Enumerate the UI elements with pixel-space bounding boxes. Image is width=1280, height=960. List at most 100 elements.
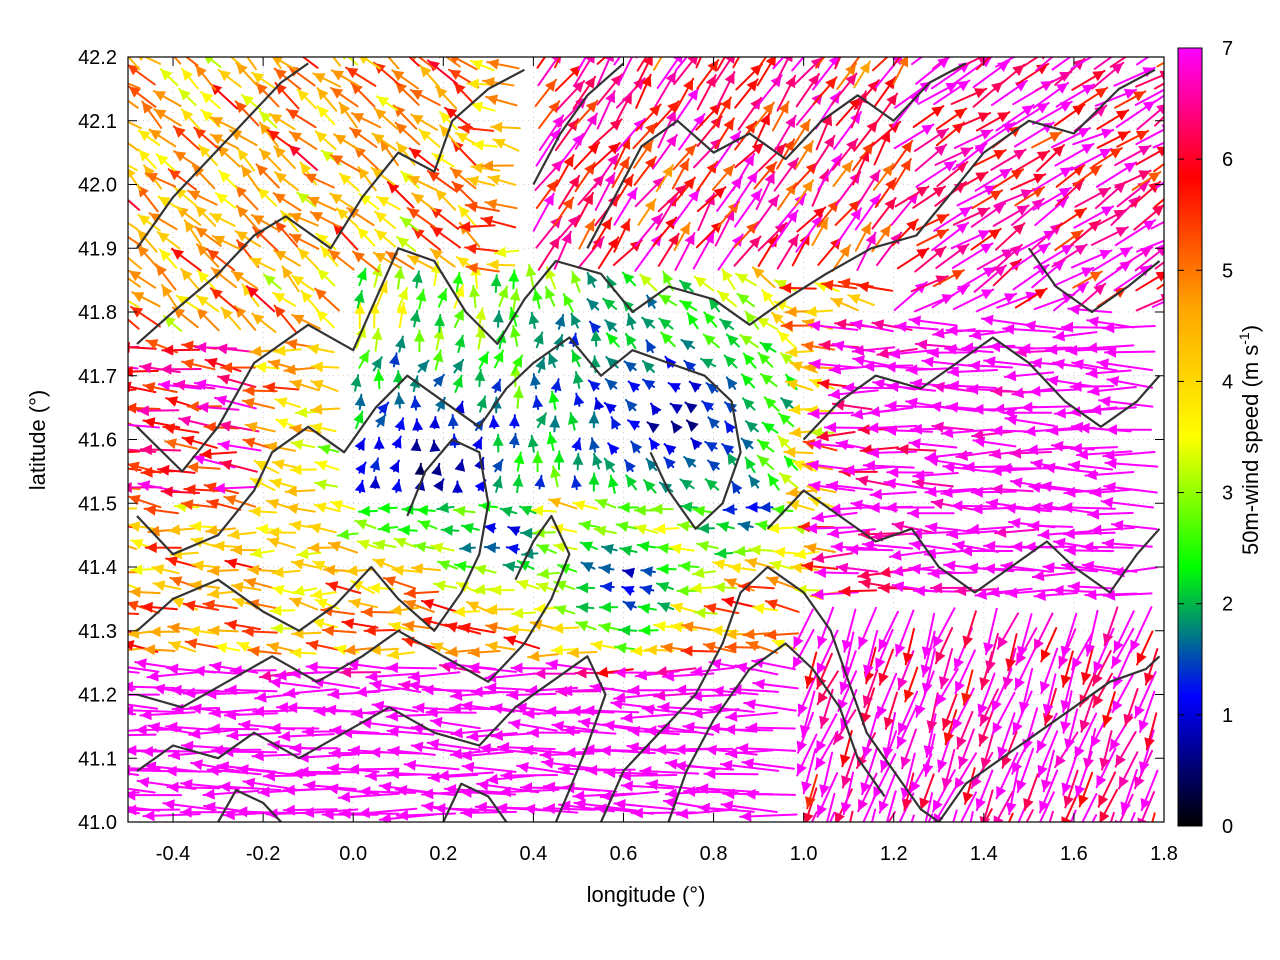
wind-arrow bbox=[589, 437, 600, 453]
wind-arrow bbox=[608, 474, 619, 494]
wind-arrow bbox=[206, 765, 262, 776]
wind-arrow bbox=[645, 457, 658, 472]
wind-arrow bbox=[598, 601, 619, 613]
wind-arrow bbox=[433, 803, 499, 814]
wind-arrow bbox=[776, 233, 800, 270]
wind-arrow bbox=[1023, 773, 1039, 812]
wind-arrow bbox=[262, 273, 282, 290]
wind-arrow bbox=[921, 356, 973, 368]
wind-arrow bbox=[128, 507, 138, 510]
wind-arrow bbox=[508, 432, 520, 449]
wind-arrow bbox=[385, 662, 437, 674]
wind-arrow bbox=[148, 626, 181, 638]
wind-arrow bbox=[128, 276, 141, 288]
wind-arrow bbox=[327, 541, 359, 554]
wind-arrow bbox=[627, 419, 641, 431]
wind-arrow bbox=[128, 666, 160, 673]
wind-arrow bbox=[454, 334, 466, 353]
wind-arrow bbox=[946, 366, 999, 378]
wind-arrow bbox=[763, 396, 780, 412]
wind-arrow bbox=[573, 392, 585, 407]
wind-arrow bbox=[613, 136, 631, 171]
wind-arrow bbox=[953, 171, 989, 192]
wind-arrow bbox=[754, 520, 777, 531]
wind-arrow bbox=[1027, 520, 1074, 532]
wind-arrow bbox=[408, 147, 440, 171]
wind-arrow bbox=[672, 143, 697, 171]
wind-arrow bbox=[320, 245, 339, 267]
wind-arrow bbox=[365, 671, 418, 682]
wind-arrow bbox=[516, 762, 575, 776]
wind-arrow bbox=[851, 141, 875, 172]
wind-arrow bbox=[325, 581, 362, 594]
wind-arrow bbox=[445, 646, 479, 658]
wind-arrow bbox=[128, 235, 143, 247]
wind-arrow bbox=[633, 524, 659, 535]
wind-arrow bbox=[952, 809, 958, 822]
wind-arrow bbox=[975, 769, 994, 812]
wind-arrow bbox=[910, 275, 949, 293]
wind-arrow bbox=[714, 547, 734, 559]
wind-arrow bbox=[229, 665, 277, 677]
wind-arrow bbox=[723, 354, 738, 369]
wind-arrow bbox=[314, 479, 339, 491]
wind-arrow bbox=[979, 688, 999, 727]
wind-arrow bbox=[175, 294, 200, 311]
wind-arrow bbox=[230, 544, 261, 556]
wind-arrow bbox=[952, 207, 991, 226]
wind-arrow bbox=[142, 644, 176, 656]
wind-arrow bbox=[335, 207, 359, 228]
wind-arrow bbox=[458, 622, 496, 634]
wind-arrow bbox=[1113, 610, 1135, 654]
wind-arrow bbox=[152, 580, 182, 592]
wind-arrow bbox=[669, 543, 695, 555]
wind-arrow bbox=[461, 761, 517, 773]
wind-arrow bbox=[1033, 612, 1054, 652]
wind-arrow bbox=[369, 457, 380, 472]
wind-arrow bbox=[745, 501, 760, 513]
wind-arrow bbox=[1074, 187, 1112, 208]
wind-arrow bbox=[667, 382, 681, 393]
wind-arrow bbox=[733, 545, 756, 557]
wind-arrow bbox=[679, 279, 694, 293]
wind-arrow bbox=[516, 560, 535, 571]
wind-arrow bbox=[685, 419, 699, 432]
wind-arrow bbox=[472, 436, 483, 450]
wind-arrow bbox=[842, 382, 894, 394]
wind-arrow bbox=[906, 507, 955, 519]
wind-arrow bbox=[388, 621, 415, 633]
wind-arrow bbox=[329, 725, 380, 737]
colorbar-tick-label: 5 bbox=[1222, 260, 1233, 282]
wind-arrow bbox=[962, 461, 1013, 473]
wind-arrow bbox=[753, 161, 778, 190]
wind-arrow bbox=[791, 629, 815, 670]
wind-arrow bbox=[1137, 791, 1155, 822]
y-tick-label: 41.6 bbox=[78, 430, 117, 452]
wind-arrow bbox=[908, 563, 957, 575]
wind-arrow bbox=[474, 368, 486, 388]
wind-arrow bbox=[289, 464, 317, 476]
wind-arrow bbox=[369, 476, 381, 489]
wind-arrow bbox=[1150, 220, 1164, 230]
wind-arrow bbox=[394, 785, 456, 796]
wind-arrow bbox=[492, 475, 503, 493]
wind-arrow bbox=[269, 605, 296, 617]
x-tick-label: 1.6 bbox=[1060, 843, 1088, 865]
wind-arrow bbox=[356, 226, 376, 247]
wind-arrow bbox=[1089, 524, 1136, 536]
y-tick-label: 41.9 bbox=[78, 238, 117, 260]
wind-arrow bbox=[189, 521, 217, 532]
wind-arrow bbox=[655, 164, 674, 193]
wind-arrow bbox=[745, 640, 779, 654]
wind-arrow bbox=[536, 544, 557, 555]
x-tick-label: 1.0 bbox=[790, 843, 818, 865]
wind-arrow bbox=[679, 299, 698, 312]
wind-arrow bbox=[252, 705, 298, 717]
wind-arrow bbox=[897, 690, 919, 736]
wind-arrow bbox=[599, 581, 615, 593]
wind-arrow bbox=[144, 542, 182, 554]
wind-arrow bbox=[994, 526, 1037, 538]
wind-arrow bbox=[347, 763, 400, 775]
wind-arrow bbox=[725, 747, 775, 759]
wind-arrow bbox=[883, 478, 933, 491]
